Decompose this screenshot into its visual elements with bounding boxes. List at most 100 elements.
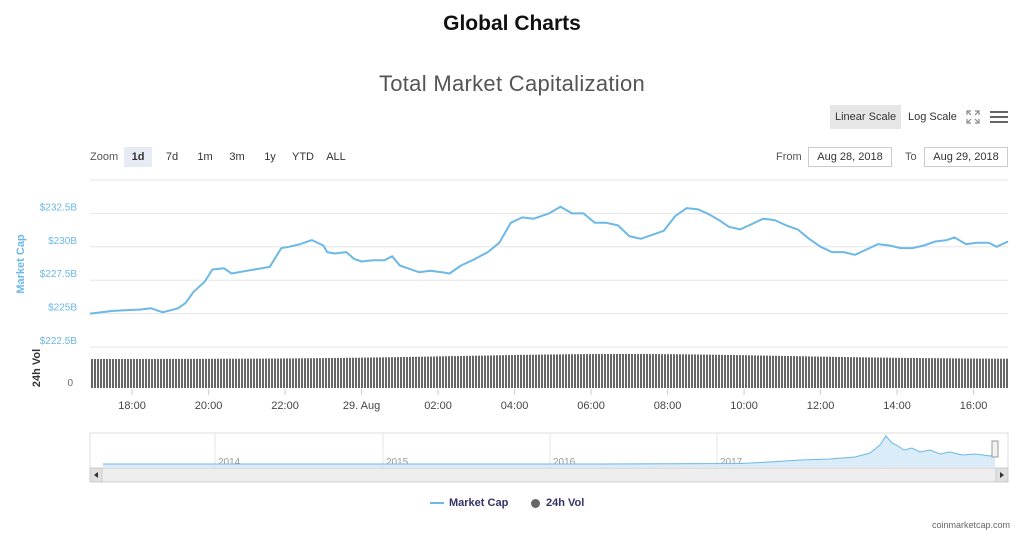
volume-bar (541, 354, 543, 388)
volume-bar (331, 358, 333, 388)
volume-bar (994, 358, 996, 388)
zoom-button-1y[interactable]: 1y (264, 151, 276, 163)
volume-bar (121, 358, 123, 388)
volume-bar (376, 357, 378, 388)
legend-item-market-cap[interactable]: Market Cap (430, 496, 508, 510)
volume-bar (310, 358, 312, 388)
scroll-right-arrow-icon (1000, 472, 1004, 478)
linear-scale-button[interactable]: Linear Scale (830, 105, 902, 129)
volume-bar (787, 356, 789, 388)
volume-bar (934, 358, 936, 388)
volume-bar (682, 354, 684, 388)
navigator-scrollbar[interactable] (89, 467, 1009, 483)
zoom-button-all[interactable]: ALL (326, 151, 346, 163)
volume-bar (436, 356, 438, 388)
volume-bar (472, 355, 474, 388)
volume-bar (148, 358, 150, 388)
volume-bar (766, 355, 768, 388)
volume-bar (421, 356, 423, 388)
volume-bar (508, 355, 510, 388)
zoom-button-1m[interactable]: 1m (197, 151, 213, 163)
volume-bar (988, 358, 990, 388)
zoom-button-3m[interactable]: 3m (229, 151, 245, 163)
volume-bar (772, 355, 774, 388)
y-tick-label: $222.5B (40, 336, 78, 347)
navigator-handle[interactable] (991, 440, 999, 458)
volume-bar (961, 358, 963, 388)
volume-bar (964, 358, 966, 388)
volume-bar (220, 358, 222, 388)
volume-bar (721, 354, 723, 388)
legend-label: Market Cap (449, 497, 509, 509)
volume-bar (145, 358, 147, 388)
volume-bar (295, 358, 297, 388)
volume-bar (805, 356, 807, 388)
volume-bar (871, 357, 873, 388)
volume-bar (397, 357, 399, 388)
volume-bar (151, 358, 153, 388)
volume-bar (778, 355, 780, 388)
volume-bar (589, 354, 591, 388)
volume-bar (139, 358, 141, 388)
navigator-year-label: 2016 (553, 457, 576, 468)
volume-bar (982, 358, 984, 388)
volume-bar (178, 358, 180, 388)
volume-bar (97, 358, 99, 388)
to-date-input[interactable]: Aug 29, 2018 (924, 147, 1008, 167)
volume-bar (847, 357, 849, 388)
menu-icon[interactable] (990, 109, 1008, 125)
log-scale-button[interactable]: Log Scale (908, 111, 957, 123)
x-tick-label: 12:00 (807, 400, 835, 412)
volume-bar (427, 356, 429, 388)
volume-bar (136, 358, 138, 388)
volume-bar (499, 355, 501, 388)
volume-bar (832, 356, 834, 388)
volume-bar (142, 358, 144, 388)
y-tick-label: $227.5B (40, 269, 78, 280)
volume-bar (193, 358, 195, 388)
volume-bar (718, 354, 720, 388)
volume-bar (94, 358, 96, 388)
navigator-year-label: 2015 (386, 457, 409, 468)
volume-bar (856, 357, 858, 388)
volume-bar (256, 358, 258, 388)
volume-bar (940, 358, 942, 388)
volume-bar (103, 358, 105, 388)
volume-bar (442, 356, 444, 388)
volume-bar (709, 354, 711, 388)
legend-dot-icon (531, 498, 540, 508)
volume-bar (922, 358, 924, 388)
volume-bar (235, 358, 237, 388)
zoom-button-ytd[interactable]: YTD (292, 151, 314, 163)
volume-bar (484, 355, 486, 388)
navigator[interactable]: 20142015201620172018 (89, 432, 1009, 483)
credits-link[interactable]: coinmarketcap.com (931, 520, 1010, 530)
from-date-input[interactable]: Aug 28, 2018 (808, 147, 892, 167)
volume-bar (493, 355, 495, 388)
volume-bar (649, 354, 651, 388)
zoom-button-7d[interactable]: 7d (165, 151, 179, 163)
volume-bar (619, 354, 621, 388)
volume-bar (673, 354, 675, 388)
volume-bar (610, 354, 612, 388)
volume-bar (100, 358, 102, 388)
y-axis-title: Market Cap (15, 234, 27, 294)
volume-bar (490, 355, 492, 388)
volume-bar (226, 358, 228, 388)
volume-bar (616, 354, 618, 388)
volume-bar (265, 358, 267, 388)
volume-bar (781, 355, 783, 388)
volume-bar (556, 354, 558, 388)
market-cap-series-line[interactable] (89, 205, 1009, 315)
volume-bar (817, 356, 819, 388)
volume-bar (742, 355, 744, 388)
volume-bar (328, 358, 330, 388)
volume-bar (685, 354, 687, 388)
volume-bar (829, 356, 831, 388)
volume-bar (592, 354, 594, 388)
x-tick-label: 06:00 (577, 400, 605, 412)
volume-bar (724, 354, 726, 388)
zoom-button-1d[interactable]: 1d (124, 147, 152, 167)
legend-item-24h-vol[interactable]: 24h Vol (531, 496, 584, 510)
fullscreen-icon[interactable] (966, 110, 980, 124)
